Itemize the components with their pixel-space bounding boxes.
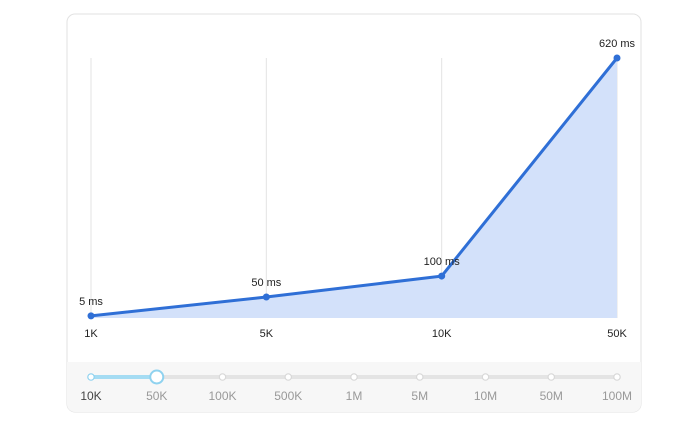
- point: [262, 293, 270, 301]
- slider-label[interactable]: 10M: [474, 389, 497, 403]
- slider-label[interactable]: 1M: [346, 389, 363, 403]
- value-label: 5 ms: [79, 296, 103, 308]
- line: [90, 57, 619, 318]
- value-label: 100 ms: [424, 256, 461, 268]
- slider[interactable]: 10K 50K 100K 500K 1M 5M 10M 50M 100M: [80, 369, 632, 404]
- x-tick-label: 10K: [432, 328, 452, 340]
- slider-label[interactable]: 50K: [146, 389, 167, 403]
- slider-label[interactable]: 10K: [80, 389, 101, 403]
- slider-label[interactable]: 100K: [208, 389, 236, 403]
- slider-dot[interactable]: [547, 373, 556, 381]
- slider-dot[interactable]: [350, 373, 358, 381]
- point: [438, 272, 446, 280]
- slider-dot[interactable]: [415, 373, 424, 381]
- slider-dot[interactable]: [613, 373, 621, 381]
- area: [91, 58, 617, 318]
- slider-label[interactable]: 50M: [540, 389, 563, 403]
- x-tick-label: 1K: [84, 328, 98, 340]
- slider-panel: [67, 362, 641, 412]
- point: [87, 312, 95, 320]
- value-label: 620 ms: [599, 38, 636, 50]
- slider-label[interactable]: 100M: [602, 389, 632, 403]
- x-tick-label: 5K: [260, 328, 274, 340]
- slider-thumb[interactable]: [149, 369, 165, 385]
- slider-dot[interactable]: [87, 373, 95, 381]
- slider-dot[interactable]: [481, 373, 490, 381]
- slider-label[interactable]: 5M: [411, 389, 428, 403]
- chart: 5 ms 1K 50 ms 5K 100 ms 10K 620 ms 50K: [79, 38, 635, 340]
- slider-dot[interactable]: [284, 373, 293, 381]
- value-label: 50 ms: [251, 277, 281, 289]
- x-tick-label: 50K: [607, 328, 627, 340]
- point: [613, 54, 621, 62]
- slider-label[interactable]: 500K: [274, 389, 302, 403]
- slider-dot[interactable]: [218, 373, 227, 381]
